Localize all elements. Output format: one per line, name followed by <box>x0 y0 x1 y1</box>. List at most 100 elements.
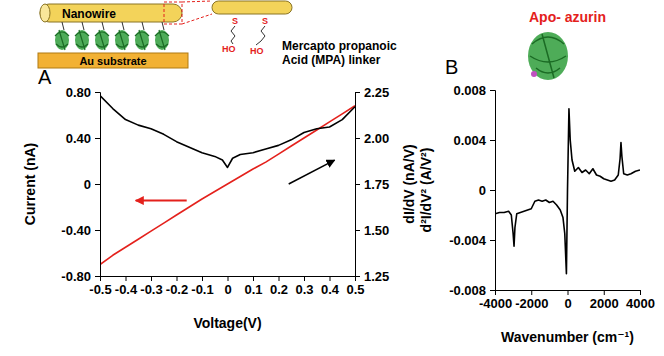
y-axis-line <box>490 91 496 291</box>
x-axis-tick-mark <box>531 290 532 295</box>
axis-arrow <box>136 200 187 202</box>
x-axis-tick: 0.5 <box>346 276 364 297</box>
data-line <box>495 109 640 274</box>
protein-strands <box>115 30 129 50</box>
atom-label: S <box>232 16 238 26</box>
y2-axis-tick-mark <box>355 276 360 277</box>
y2-axis-title: dI/dV (nA/V) <box>401 144 417 223</box>
x-axis-tick-label: 0.2 <box>270 282 288 297</box>
linker <box>82 22 84 30</box>
axis-arrow <box>289 160 335 184</box>
x-axis-line <box>101 277 356 282</box>
protein-strands <box>530 34 566 78</box>
linker-label: Mercapto propanoicAcid (MPA) linker <box>282 39 397 67</box>
protein-body <box>528 32 568 80</box>
atom-label: S <box>262 16 268 26</box>
y2-axis-tick-mark <box>355 138 360 139</box>
y2-axis-tick: 2.00 <box>355 131 389 146</box>
y-axis-tick-mark <box>490 140 495 141</box>
protein <box>115 30 129 50</box>
x-axis-tick-label: 0.1 <box>244 282 262 297</box>
linker-chain <box>256 26 265 45</box>
y-axis-tick: 0 <box>479 183 495 198</box>
y-axis: -0.008-0.00400.0040.008 <box>449 83 495 298</box>
x-axis-tick-mark <box>177 276 178 281</box>
data-line <box>100 96 355 168</box>
protein-strands <box>155 30 169 50</box>
plot-area <box>100 96 355 265</box>
y-axis-tick: 0 <box>84 177 100 192</box>
x-axis-tick-label: 0.4 <box>321 282 340 297</box>
protein-body <box>115 30 129 50</box>
y2-axis-tick-label: 1.50 <box>364 223 389 238</box>
x-axis-tick-label: 2000 <box>590 296 619 311</box>
x-axis-tick-label: 0 <box>224 282 231 297</box>
y-axis-tick-mark <box>95 138 100 139</box>
protein-strands <box>75 30 89 50</box>
nanowire <box>40 4 182 22</box>
schematic: NanowireAu substrateSSHOHOMercapto propa… <box>38 1 397 68</box>
inset-nanowire <box>212 1 292 14</box>
y-axis-tick: -0.004 <box>449 233 495 248</box>
x-axis-tick-label: -0.3 <box>140 282 162 297</box>
x-axis-tick-label: -0.1 <box>191 282 213 297</box>
y-axis-line <box>95 93 101 277</box>
y-axis-tick-label: 0.40 <box>66 131 91 146</box>
protein-strands <box>55 30 69 50</box>
panel: -4000-2000020004000-0.008-0.00400.0040.0… <box>418 9 655 345</box>
protein <box>95 30 109 50</box>
x-axis-tick: -0.1 <box>191 276 213 297</box>
y2-axis-tick-mark <box>355 230 360 231</box>
x-axis: -4000-2000020004000 <box>479 290 655 311</box>
y-axis-tick: 0.80 <box>66 85 100 100</box>
x-axis-tick: 0.2 <box>270 276 288 297</box>
protein-body <box>55 30 69 50</box>
x-axis-tick-mark <box>330 276 331 281</box>
x-axis-tick: -0.3 <box>140 276 162 297</box>
x-axis-tick-mark <box>228 276 229 281</box>
y2-axis-tick-mark <box>355 92 360 93</box>
x-axis-tick: 0 <box>224 276 231 297</box>
y-axis-tick-label: -0.008 <box>449 283 486 298</box>
y-axis-tick-mark <box>490 90 495 91</box>
y2-axis-tick: 1.75 <box>355 177 389 192</box>
x-axis-tick-label: 4000 <box>626 296 655 311</box>
substrate-label: Au substrate <box>79 55 146 67</box>
x-axis-tick-mark <box>151 276 152 281</box>
protein <box>135 30 149 50</box>
y-axis-tick-label: 0 <box>479 183 486 198</box>
y-axis: -0.80 -0.40 0 0.40 0.80 <box>61 85 100 284</box>
x-axis-tick: 0.1 <box>244 276 262 297</box>
protein <box>75 30 89 50</box>
linker <box>62 22 64 30</box>
x-axis-tick-mark <box>304 276 305 281</box>
y-axis-tick-label: -0.80 <box>61 269 91 284</box>
x-axis-tick: -0.5 <box>89 276 111 297</box>
y2-axis-line <box>356 93 361 277</box>
y-axis-tick-label: 0 <box>84 177 91 192</box>
y-axis-tick-mark <box>95 230 100 231</box>
zoom-box <box>164 2 182 24</box>
x-axis-tick-label: 0.5 <box>346 282 364 297</box>
y-axis-tick: 0.008 <box>453 83 495 98</box>
zoom-line <box>182 1 212 2</box>
x-axis-tick-label: -0.4 <box>115 282 138 297</box>
protein-site <box>531 71 537 77</box>
protein-cartoon <box>528 32 568 80</box>
linker <box>162 22 164 30</box>
x-axis-line <box>496 291 641 296</box>
protein-body <box>155 30 169 50</box>
protein-strands <box>95 30 109 50</box>
x-axis-tick-mark <box>253 276 254 281</box>
y-axis-tick-mark <box>95 276 100 277</box>
y-axis-tick-mark <box>490 290 495 291</box>
y2-axis-tick: 2.25 <box>355 85 389 100</box>
y-axis-tick: -0.40 <box>61 223 100 238</box>
x-axis: -0.5-0.4-0.3-0.2-0.100.10.20.30.40.5 <box>89 276 364 297</box>
x-axis-tick-mark <box>279 276 280 281</box>
chart-title: Apo- azurin <box>529 9 606 25</box>
linker <box>122 22 124 30</box>
linker <box>102 22 104 30</box>
protein-body <box>135 30 149 50</box>
x-axis-tick: -0.2 <box>166 276 188 297</box>
